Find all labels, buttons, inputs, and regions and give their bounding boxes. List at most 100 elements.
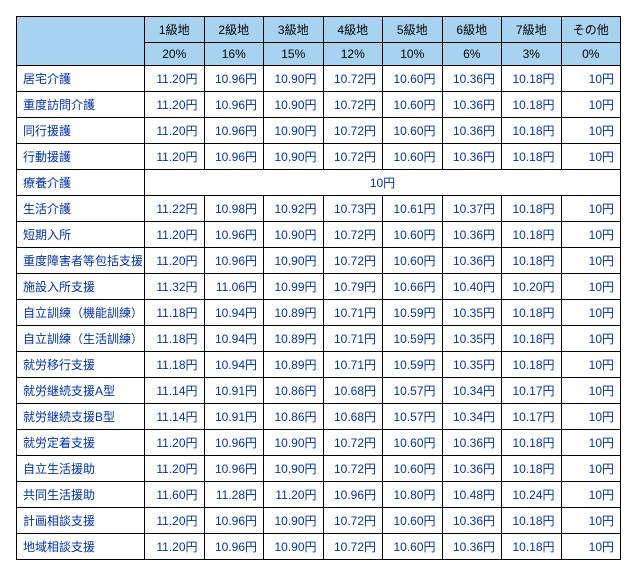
- cell-value: 10.96円: [204, 430, 264, 456]
- header-col: 3級地: [264, 17, 324, 43]
- cell-value: 10円: [561, 144, 621, 170]
- cell-value: 10.96円: [204, 144, 264, 170]
- cell-value: 10.90円: [264, 248, 324, 274]
- cell-value: 10.36円: [442, 222, 502, 248]
- row-label: 施設入所支援: [17, 274, 145, 300]
- cell-value: 10.96円: [204, 534, 264, 560]
- row-label: 重度訪問介護: [17, 92, 145, 118]
- cell-value: 10.68円: [323, 378, 383, 404]
- header-pct: 12%: [323, 43, 383, 66]
- cell-value: 10.96円: [204, 222, 264, 248]
- cell-value: 10.57円: [383, 404, 443, 430]
- header-pct: 20%: [145, 43, 205, 66]
- cell-value: 11.20円: [145, 534, 205, 560]
- cell-value: 10.90円: [264, 456, 324, 482]
- cell-value: 11.20円: [145, 430, 205, 456]
- table-row: 計画相談支援11.20円10.96円10.90円10.72円10.60円10.3…: [17, 508, 621, 534]
- header-blank: [17, 17, 145, 66]
- table-row: 就労継続支援B型11.14円10.91円10.86円10.68円10.57円10…: [17, 404, 621, 430]
- cell-value: 10.18円: [502, 430, 562, 456]
- cell-value: 10.60円: [383, 430, 443, 456]
- cell-value: 11.20円: [145, 66, 205, 92]
- cell-value: 10.18円: [502, 92, 562, 118]
- cell-value: 10.91円: [204, 378, 264, 404]
- table-row: 地域相談支援11.20円10.96円10.90円10.72円10.60円10.3…: [17, 534, 621, 560]
- table-row: 重度障害者等包括支援11.20円10.96円10.90円10.72円10.60円…: [17, 248, 621, 274]
- table-row: 生活介護11.22円10.98円10.92円10.73円10.61円10.37円…: [17, 196, 621, 222]
- table-row: 重度訪問介護11.20円10.96円10.90円10.72円10.60円10.3…: [17, 92, 621, 118]
- cell-value: 10.68円: [323, 404, 383, 430]
- header-pct: 16%: [204, 43, 264, 66]
- cell-value: 10.72円: [323, 430, 383, 456]
- row-label: 行動援護: [17, 144, 145, 170]
- cell-value: 10.89円: [264, 326, 324, 352]
- cell-value: 11.28円: [204, 482, 264, 508]
- cell-value: 10.61円: [383, 196, 443, 222]
- cell-value: 11.20円: [145, 144, 205, 170]
- cell-value: 11.60円: [145, 482, 205, 508]
- cell-value: 10.73円: [323, 196, 383, 222]
- table-row: 自立訓練（生活訓練）11.18円10.94円10.89円10.71円10.59円…: [17, 326, 621, 352]
- header-pct: 6%: [442, 43, 502, 66]
- cell-value: 11.18円: [145, 300, 205, 326]
- cell-value: 10.60円: [383, 66, 443, 92]
- cell-value: 11.18円: [145, 326, 205, 352]
- cell-value: 10.98円: [204, 196, 264, 222]
- cell-value: 10.60円: [383, 92, 443, 118]
- cell-value: 10.96円: [204, 92, 264, 118]
- cell-value: 10.18円: [502, 66, 562, 92]
- cell-value: 10.66円: [383, 274, 443, 300]
- cell-value: 10.72円: [323, 222, 383, 248]
- cell-value: 10.18円: [502, 300, 562, 326]
- cell-value: 10.36円: [442, 534, 502, 560]
- cell-value: 10.96円: [204, 508, 264, 534]
- cell-value: 10.18円: [502, 144, 562, 170]
- cell-value: 10.72円: [323, 248, 383, 274]
- table-row: 就労継続支援A型11.14円10.91円10.86円10.68円10.57円10…: [17, 378, 621, 404]
- cell-value: 10.90円: [264, 92, 324, 118]
- row-label: 生活介護: [17, 196, 145, 222]
- cell-value: 10.36円: [442, 118, 502, 144]
- row-label: 短期入所: [17, 222, 145, 248]
- cell-value: 10.89円: [264, 300, 324, 326]
- cell-value: 10.18円: [502, 352, 562, 378]
- table-row: 自立訓練（機能訓練）11.18円10.94円10.89円10.71円10.59円…: [17, 300, 621, 326]
- cell-value: 10円: [561, 482, 621, 508]
- cell-value: 10.72円: [323, 144, 383, 170]
- cell-value: 10円: [561, 456, 621, 482]
- cell-value: 11.20円: [145, 222, 205, 248]
- pricing-table: 1級地 2級地 3級地 4級地 5級地 6級地 7級地 その他 20% 16% …: [16, 16, 621, 560]
- cell-value: 10.86円: [264, 378, 324, 404]
- cell-value: 10.59円: [383, 326, 443, 352]
- table-row: 同行援護11.20円10.96円10.90円10.72円10.60円10.36円…: [17, 118, 621, 144]
- table-body: 居宅介護11.20円10.96円10.90円10.72円10.60円10.36円…: [17, 66, 621, 560]
- cell-value: 10.71円: [323, 300, 383, 326]
- cell-value: 10.18円: [502, 508, 562, 534]
- table-row: 居宅介護11.20円10.96円10.90円10.72円10.60円10.36円…: [17, 66, 621, 92]
- table-row: 自立生活援助11.20円10.96円10.90円10.72円10.60円10.3…: [17, 456, 621, 482]
- row-label: 就労移行支援: [17, 352, 145, 378]
- cell-value: 10円: [561, 326, 621, 352]
- cell-value: 10.36円: [442, 508, 502, 534]
- cell-value: 10円: [561, 274, 621, 300]
- cell-value: 10.34円: [442, 378, 502, 404]
- header-col: 4級地: [323, 17, 383, 43]
- merged-value: 10円: [145, 170, 621, 196]
- header-col: 6級地: [442, 17, 502, 43]
- row-label: 就労継続支援B型: [17, 404, 145, 430]
- cell-value: 10.60円: [383, 222, 443, 248]
- cell-value: 10.94円: [204, 352, 264, 378]
- cell-value: 10.20円: [502, 274, 562, 300]
- cell-value: 10.90円: [264, 430, 324, 456]
- cell-value: 10.17円: [502, 404, 562, 430]
- cell-value: 10円: [561, 378, 621, 404]
- table-row: 行動援護11.20円10.96円10.90円10.72円10.60円10.36円…: [17, 144, 621, 170]
- cell-value: 11.20円: [145, 118, 205, 144]
- cell-value: 10.37円: [442, 196, 502, 222]
- table-row: 短期入所11.20円10.96円10.90円10.72円10.60円10.36円…: [17, 222, 621, 248]
- table-header: 1級地 2級地 3級地 4級地 5級地 6級地 7級地 その他 20% 16% …: [17, 17, 621, 66]
- row-label: 自立生活援助: [17, 456, 145, 482]
- header-pct: 10%: [383, 43, 443, 66]
- cell-value: 10.36円: [442, 430, 502, 456]
- cell-value: 10.60円: [383, 144, 443, 170]
